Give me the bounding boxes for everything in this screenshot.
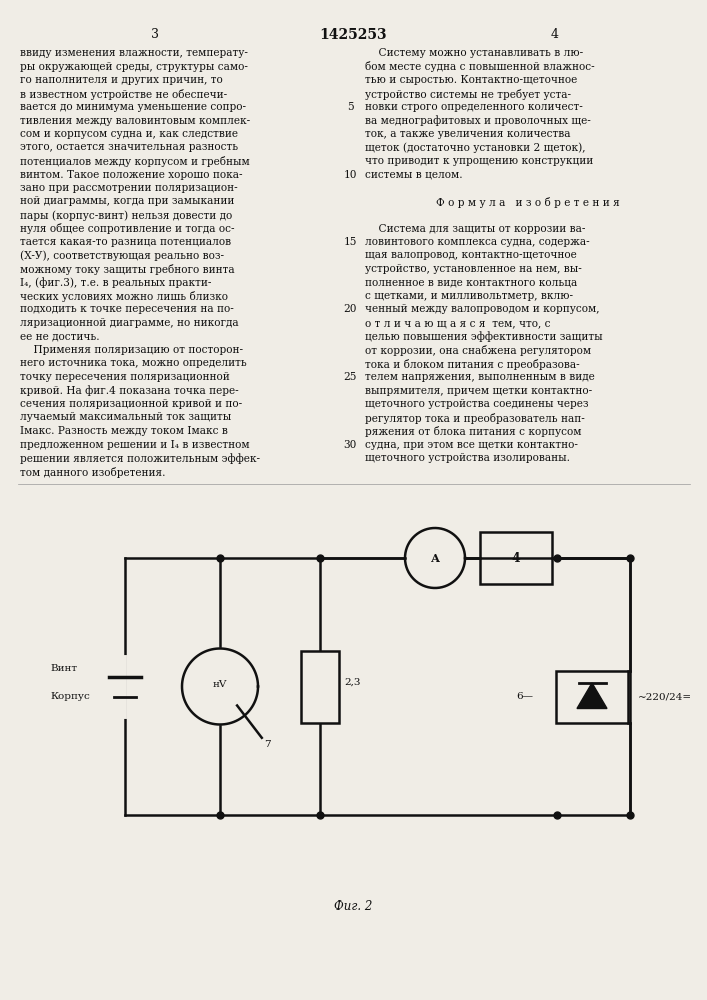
Text: ~220/24=: ~220/24= (638, 692, 692, 701)
Text: в известном устройстве не обеспечи-: в известном устройстве не обеспечи- (20, 89, 227, 100)
Text: 4: 4 (512, 552, 520, 564)
Text: нуля общее сопротивление и тогда ос-: нуля общее сопротивление и тогда ос- (20, 224, 235, 234)
Text: Фиг. 2: Фиг. 2 (334, 900, 372, 913)
Text: вается до минимума уменьшение сопро-: вается до минимума уменьшение сопро- (20, 102, 246, 112)
Text: сом и корпусом судна и, как следствие: сом и корпусом судна и, как следствие (20, 129, 238, 139)
Text: 5: 5 (346, 102, 354, 112)
Text: точку пересечения поляризационной: точку пересечения поляризационной (20, 372, 230, 382)
Text: Систему можно устанавливать в лю-: Систему можно устанавливать в лю- (365, 48, 583, 58)
Text: ченный между валопроводом и корпусом,: ченный между валопроводом и корпусом, (365, 304, 600, 314)
Bar (301, 650, 339, 722)
Text: судна, при этом все щетки контактно-: судна, при этом все щетки контактно- (365, 440, 578, 450)
Text: бом месте судна с повышенной влажнос-: бом месте судна с повышенной влажнос- (365, 62, 595, 73)
Text: 20: 20 (344, 304, 357, 314)
Text: устройство системы не требует уста-: устройство системы не требует уста- (365, 89, 571, 100)
Text: сечения поляризационной кривой и по-: сечения поляризационной кривой и по- (20, 399, 242, 409)
Text: о т л и ч а ю щ а я с я  тем, что, с: о т л и ч а ю щ а я с я тем, что, с (365, 318, 551, 328)
Polygon shape (405, 528, 465, 588)
Text: 15: 15 (344, 237, 357, 247)
Text: тивления между валовинтовым комплек-: тивления между валовинтовым комплек- (20, 115, 250, 125)
Text: Корпус: Корпус (50, 692, 90, 701)
Text: 7: 7 (264, 740, 270, 749)
Text: I₄, (фиг.3), т.е. в реальных практи-: I₄, (фиг.3), т.е. в реальных практи- (20, 277, 211, 288)
Text: что приводит к упрощению конструкции: что приводит к упрощению конструкции (365, 156, 593, 166)
Text: ряжения от блока питания с корпусом: ряжения от блока питания с корпусом (365, 426, 581, 437)
Text: ляризационной диаграмме, но никогда: ляризационной диаграмме, но никогда (20, 318, 239, 328)
Text: ры окружающей среды, структуры само-: ры окружающей среды, структуры само- (20, 62, 248, 72)
Text: новки строго определенного количест-: новки строго определенного количест- (365, 102, 583, 112)
Text: го наполнителя и других причин, то: го наполнителя и других причин, то (20, 75, 223, 85)
Polygon shape (182, 649, 258, 724)
Text: том данного изобретения.: том данного изобретения. (20, 466, 165, 478)
Text: щеточного устройства изолированы.: щеточного устройства изолированы. (365, 453, 570, 463)
Text: Ф о р м у л а   и з о б р е т е н и я: Ф о р м у л а и з о б р е т е н и я (436, 196, 619, 208)
Text: щеточного устройства соединены через: щеточного устройства соединены через (365, 399, 588, 409)
Text: 6—: 6— (516, 692, 533, 701)
Bar (556, 670, 628, 722)
Text: с щетками, и милливольтметр, вклю-: с щетками, и милливольтметр, вклю- (365, 291, 573, 301)
Text: подходить к точке пересечения на по-: подходить к точке пересечения на по- (20, 304, 234, 314)
Text: лучаемый максимальный ток защиты: лучаемый максимальный ток защиты (20, 412, 231, 422)
Text: Iмакс. Разность между током Iмакс в: Iмакс. Разность между током Iмакс в (20, 426, 228, 436)
Text: Система для защиты от коррозии ва-: Система для защиты от коррозии ва- (365, 224, 585, 233)
Text: А: А (431, 552, 440, 564)
Text: (X-У), соответствующая реально воз-: (X-У), соответствующая реально воз- (20, 250, 224, 261)
Text: устройство, установленное на нем, вы-: устройство, установленное на нем, вы- (365, 264, 582, 274)
Text: 25: 25 (344, 372, 357, 382)
Text: него источника тока, можно определить: него источника тока, можно определить (20, 359, 247, 368)
Text: зано при рассмотрении поляризацион-: зано при рассмотрении поляризацион- (20, 183, 238, 193)
Text: выпрямителя, причем щетки контактно-: выпрямителя, причем щетки контактно- (365, 385, 592, 395)
Text: решении является положительным эффек-: решении является положительным эффек- (20, 453, 260, 464)
Text: 3: 3 (151, 28, 159, 41)
Text: Применяя поляризацию от посторон-: Применяя поляризацию от посторон- (20, 345, 243, 355)
Text: от коррозии, она снабжена регулятором: от коррозии, она снабжена регулятором (365, 345, 591, 356)
Text: 30: 30 (344, 440, 357, 450)
Text: полненное в виде контактного кольца: полненное в виде контактного кольца (365, 277, 577, 288)
Text: можному току защиты гребного винта: можному току защиты гребного винта (20, 264, 235, 275)
Polygon shape (577, 683, 607, 708)
Text: щеток (достаточно установки 2 щеток),: щеток (достаточно установки 2 щеток), (365, 142, 585, 153)
Text: ввиду изменения влажности, температу-: ввиду изменения влажности, температу- (20, 48, 248, 58)
Text: Винт: Винт (50, 664, 77, 673)
Text: регулятор тока и преобразователь нап-: регулятор тока и преобразователь нап- (365, 412, 585, 424)
Bar (480, 532, 552, 584)
Text: щая валопровод, контактно-щеточное: щая валопровод, контактно-щеточное (365, 250, 577, 260)
Text: ловинтового комплекса судна, содержа-: ловинтового комплекса судна, содержа- (365, 237, 590, 247)
Text: ее не достичь.: ее не достичь. (20, 332, 100, 342)
Text: ческих условиях можно лишь близко: ческих условиях можно лишь близко (20, 291, 228, 302)
Text: потенциалов между корпусом и гребным: потенциалов между корпусом и гребным (20, 156, 250, 167)
Text: кривой. На фиг.4 показана точка пере-: кривой. На фиг.4 показана точка пере- (20, 385, 239, 396)
Text: тью и сыростью. Контактно-щеточное: тью и сыростью. Контактно-щеточное (365, 75, 577, 85)
Text: 1425253: 1425253 (319, 28, 387, 42)
Text: винтом. Такое положение хорошо пока-: винтом. Такое положение хорошо пока- (20, 169, 243, 180)
Text: 2,3: 2,3 (344, 678, 361, 687)
Text: 4: 4 (551, 28, 559, 41)
Text: этого, остается значительная разность: этого, остается значительная разность (20, 142, 238, 152)
Text: тока и блоком питания с преобразова-: тока и блоком питания с преобразова- (365, 359, 580, 369)
Text: предложенном решении и I₄ в известном: предложенном решении и I₄ в известном (20, 440, 250, 450)
Text: нV: нV (213, 680, 227, 689)
Text: пары (корпус-винт) нельзя довести до: пары (корпус-винт) нельзя довести до (20, 210, 233, 221)
Text: 10: 10 (344, 169, 357, 180)
Text: ной диаграммы, когда при замыкании: ной диаграммы, когда при замыкании (20, 196, 235, 207)
Text: телем напряжения, выполненным в виде: телем напряжения, выполненным в виде (365, 372, 595, 382)
Text: ток, а также увеличения количества: ток, а также увеличения количества (365, 129, 571, 139)
Text: ва меднографитовых и проволочных ще-: ва меднографитовых и проволочных ще- (365, 115, 591, 126)
Text: системы в целом.: системы в целом. (365, 169, 462, 180)
Text: тается какая-то разница потенциалов: тается какая-то разница потенциалов (20, 237, 231, 247)
Text: целью повышения эффективности защиты: целью повышения эффективности защиты (365, 332, 602, 342)
